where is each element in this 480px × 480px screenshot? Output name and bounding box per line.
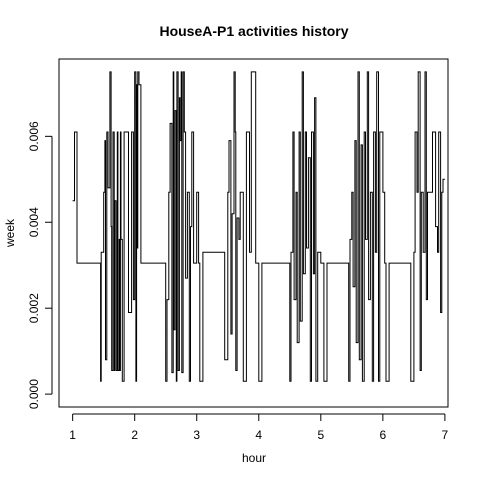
x-axis-label: hour bbox=[242, 451, 266, 465]
x-tick-label: 1 bbox=[69, 428, 76, 442]
y-axis: 0.000 0.002 0.004 0.006 bbox=[27, 121, 53, 409]
y-tick-label: 0.002 bbox=[27, 293, 41, 323]
x-tick-label: 4 bbox=[255, 428, 262, 442]
plot-frame bbox=[58, 58, 449, 408]
x-tick-label: 2 bbox=[131, 428, 138, 442]
y-tick-label: 0.000 bbox=[27, 379, 41, 409]
x-tick-label: 6 bbox=[380, 428, 387, 442]
x-axis: 1 2 3 4 5 6 7 bbox=[69, 413, 449, 442]
y-tick-label: 0.006 bbox=[27, 121, 41, 151]
x-tick-label: 5 bbox=[317, 428, 324, 442]
x-tick-label: 3 bbox=[193, 428, 200, 442]
chart-title: HouseA-P1 activities history bbox=[159, 23, 348, 39]
series-line-0 bbox=[72, 71, 445, 382]
series-layer bbox=[72, 71, 445, 382]
x-tick-label: 7 bbox=[442, 428, 449, 442]
y-axis-label: week bbox=[3, 218, 17, 248]
y-tick-label: 0.004 bbox=[27, 207, 41, 237]
